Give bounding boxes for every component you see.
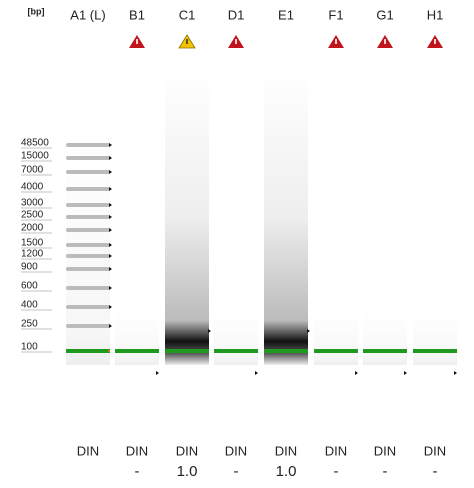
- din-label: DIN: [374, 443, 396, 458]
- lane: [66, 135, 110, 365]
- din-label: DIN: [176, 443, 198, 458]
- unit-label: [bp]: [28, 6, 45, 16]
- ladder-band: [66, 228, 110, 232]
- din-value: -: [135, 463, 140, 480]
- ladder-band: [66, 254, 110, 258]
- lane-name: A1 (L): [70, 7, 105, 22]
- ladder-label: 600: [21, 281, 38, 292]
- lower-marker: [363, 349, 407, 353]
- lane: [214, 310, 258, 365]
- ladder-label: 900: [21, 262, 38, 273]
- ladder-marker: [109, 156, 112, 160]
- lane-name: H1: [427, 7, 444, 22]
- ladder-label: 3000: [21, 198, 44, 209]
- din-value: -: [234, 463, 239, 480]
- ladder-marker-orange: [108, 350, 110, 352]
- lane: [264, 70, 308, 365]
- ladder-marker: [109, 254, 112, 258]
- lower-marker: [66, 349, 110, 353]
- ladder-label: 2000: [21, 223, 44, 234]
- lane: [413, 310, 457, 365]
- lane-name: E1: [278, 7, 294, 22]
- ladder-band: [66, 243, 110, 247]
- ladder-label: 7000: [21, 165, 44, 176]
- din-label: DIN: [126, 443, 148, 458]
- ladder-band: [66, 215, 110, 219]
- ladder-label: 1500: [21, 238, 44, 249]
- lane-name: G1: [376, 7, 393, 22]
- din-label: DIN: [424, 443, 446, 458]
- ladder-label: 400: [21, 300, 38, 311]
- lane: [115, 310, 159, 365]
- ladder-marker: [109, 267, 112, 271]
- lane-name: B1: [129, 7, 145, 22]
- lane-marker: [454, 371, 457, 375]
- ladder-band: [66, 170, 110, 174]
- ladder-label: 250: [21, 319, 38, 330]
- din-label: DIN: [225, 443, 247, 458]
- ladder-marker: [109, 203, 112, 207]
- lane-marker: [255, 371, 258, 375]
- ladder-marker: [109, 324, 112, 328]
- lane-name: D1: [228, 7, 245, 22]
- din-value: -: [383, 463, 388, 480]
- ladder-band: [66, 267, 110, 271]
- lane-marker: [156, 371, 159, 375]
- ladder-band: [66, 286, 110, 290]
- ladder-label: 48500: [21, 138, 49, 149]
- ladder-marker: [109, 143, 112, 147]
- lane: [165, 70, 209, 365]
- lower-marker: [214, 349, 258, 353]
- din-value: 1.0: [177, 463, 198, 480]
- lower-marker: [264, 349, 308, 353]
- ladder-marker: [109, 170, 112, 174]
- ladder-band: [66, 305, 110, 309]
- ladder-marker: [109, 228, 112, 232]
- ladder-marker: [109, 215, 112, 219]
- din-value: -: [433, 463, 438, 480]
- ladder-label: 100: [21, 342, 38, 353]
- peak-marker: [208, 329, 211, 333]
- lane-marker: [404, 371, 407, 375]
- ladder-band: [66, 203, 110, 207]
- lane-name: F1: [328, 7, 343, 22]
- lane-name: C1: [179, 7, 196, 22]
- ladder-band: [66, 187, 110, 191]
- ladder-marker: [109, 286, 112, 290]
- ladder-label: 4000: [21, 182, 44, 193]
- peak-marker: [307, 329, 310, 333]
- lower-marker: [314, 349, 358, 353]
- ladder-marker: [109, 187, 112, 191]
- ladder-band: [66, 156, 110, 160]
- din-value: -: [334, 463, 339, 480]
- ladder-label: 2500: [21, 210, 44, 221]
- lower-marker: [413, 349, 457, 353]
- lower-marker: [165, 349, 209, 353]
- ladder-marker: [109, 305, 112, 309]
- din-label: DIN: [325, 443, 347, 458]
- din-label: DIN: [77, 443, 99, 458]
- ladder-label: 15000: [21, 151, 49, 162]
- din-value: 1.0: [276, 463, 297, 480]
- lane: [314, 310, 358, 365]
- ladder-band: [66, 143, 110, 147]
- din-label: DIN: [275, 443, 297, 458]
- lower-marker: [115, 349, 159, 353]
- ladder-marker: [109, 243, 112, 247]
- lane: [363, 310, 407, 365]
- lane-marker: [355, 371, 358, 375]
- ladder-label: 1200: [21, 249, 44, 260]
- ladder-band: [66, 324, 110, 328]
